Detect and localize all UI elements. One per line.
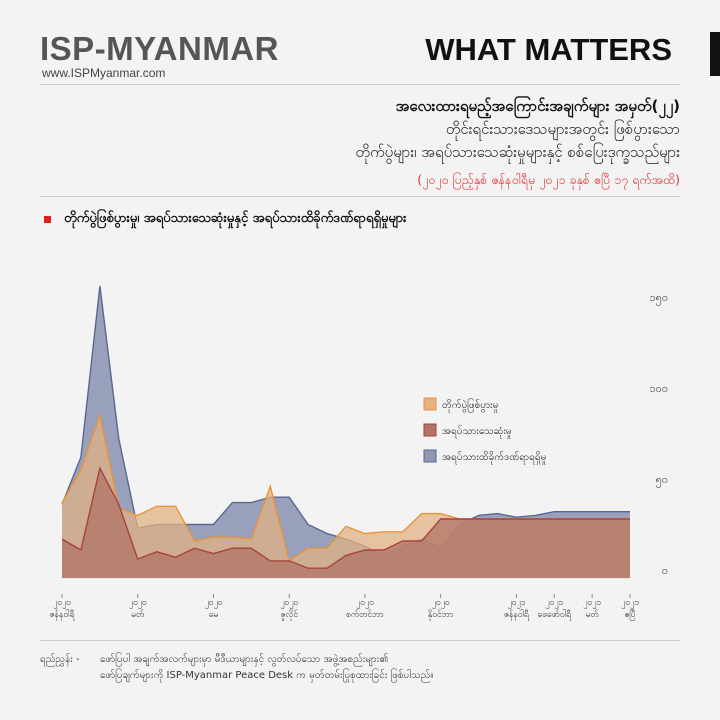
heading-divider bbox=[40, 196, 680, 197]
footnote-label: ရည်ညွှန်း - bbox=[40, 654, 80, 665]
heading-date-range: (၂၀၂၀ ပြည့်နှစ် ဇန်နဝါရီမှ ၂၀၂၁ ခုနှစ် ဧ… bbox=[417, 172, 680, 187]
x-tick-year-9: ၂၀၂၁ bbox=[621, 598, 639, 609]
x-tick-month-4: စက်တင်ဘာ bbox=[346, 609, 384, 620]
x-tick-year-6: ၂၀၂၁ bbox=[507, 598, 525, 609]
brand-bar bbox=[710, 32, 720, 76]
footer-divider bbox=[40, 640, 680, 641]
chart-title-marker bbox=[44, 216, 51, 223]
legend-swatch-1 bbox=[423, 397, 437, 411]
y-tick-label-2: ၁၀၀ bbox=[649, 382, 668, 395]
x-tick-year-7: ၂၀၂၁ bbox=[545, 598, 563, 609]
y-tick-label-0: ၀ bbox=[662, 564, 668, 577]
footnote-line-1: ဖော်ပြပါ အချက်အလက်များမှာ မီဒီယာများနှင့… bbox=[100, 654, 389, 665]
x-tick-month-2: မေ bbox=[209, 610, 219, 620]
y-tick-label-1: ၅၀ bbox=[656, 473, 668, 488]
x-tick-month-9: ဧပြီ bbox=[624, 609, 635, 621]
x-tick-year-3: ၂၀၂၀ bbox=[280, 598, 298, 609]
x-tick-year-2: ၂၀၂၀ bbox=[205, 598, 223, 609]
area-3 bbox=[62, 468, 630, 578]
series-line-3 bbox=[61, 466, 630, 569]
footnote-line-2: ဖော်ပြချက်များကို ISP-Myanmar Peace Desk… bbox=[100, 670, 434, 681]
header-divider bbox=[40, 84, 680, 85]
x-tick-month-6: ဇန်နဝါရီ bbox=[504, 609, 530, 621]
x-tick-month-3: ဇူလိုင် bbox=[280, 609, 298, 621]
chart-title: တိုက်ပွဲဖြစ်ပွားမှု၊ အရပ်သားသေဆုံးမှုနှင… bbox=[64, 211, 407, 226]
heading-line-1: အလေးထားရမည့်အကြောင်းအချက်များ အမှတ်(၂၂) bbox=[395, 97, 680, 115]
x-tick-year-4: ၂၀၂၀ bbox=[356, 598, 374, 609]
logo-text: ISP-MYANMAR bbox=[40, 30, 279, 67]
x-tick-month-8: မတ် bbox=[586, 609, 600, 620]
x-tick-month-5: နိုဝင်ဘာ bbox=[428, 609, 454, 621]
x-tick-month-7: ဖေဖော်ဝါရီ bbox=[537, 609, 572, 621]
x-tick-year-8: ၂၀၂၁ bbox=[583, 598, 601, 609]
heading-line-3: တိုက်ပွဲများ၊ အရပ်သားသေဆုံးမှုများနှင့် … bbox=[355, 143, 680, 161]
legend-swatch-2 bbox=[423, 423, 437, 437]
x-tick-month-0: ဇန်နဝါရီ bbox=[50, 609, 76, 621]
x-tick-year-1: ၂၀၂၀ bbox=[129, 598, 147, 609]
brand-title: WHAT MATTERS bbox=[425, 32, 672, 67]
legend-label-3: အရပ်သားထိခိုက်ဒဏ်ရာရရှိမှု bbox=[442, 450, 546, 465]
logo-url: www.ISPMyanmar.com bbox=[42, 66, 166, 80]
legend-swatch-3 bbox=[423, 449, 437, 463]
x-tick-month-1: မတ် bbox=[131, 609, 145, 620]
x-tick-year-0: ၂၀၂၀ bbox=[53, 598, 71, 609]
x-tick-year-5: ၂၀၂၀ bbox=[432, 598, 450, 609]
legend-label-1: တိုက်ပွဲဖြစ်ပွားမှု bbox=[442, 397, 498, 413]
legend-label-2: အရပ်သားသေဆုံးမှု bbox=[442, 424, 512, 439]
heading-line-2: တိုင်းရင်းသားဒေသများအတွင်း ဖြစ်ပွားသော bbox=[445, 120, 680, 138]
y-tick-label-3: ၁၅၀ bbox=[649, 291, 668, 306]
